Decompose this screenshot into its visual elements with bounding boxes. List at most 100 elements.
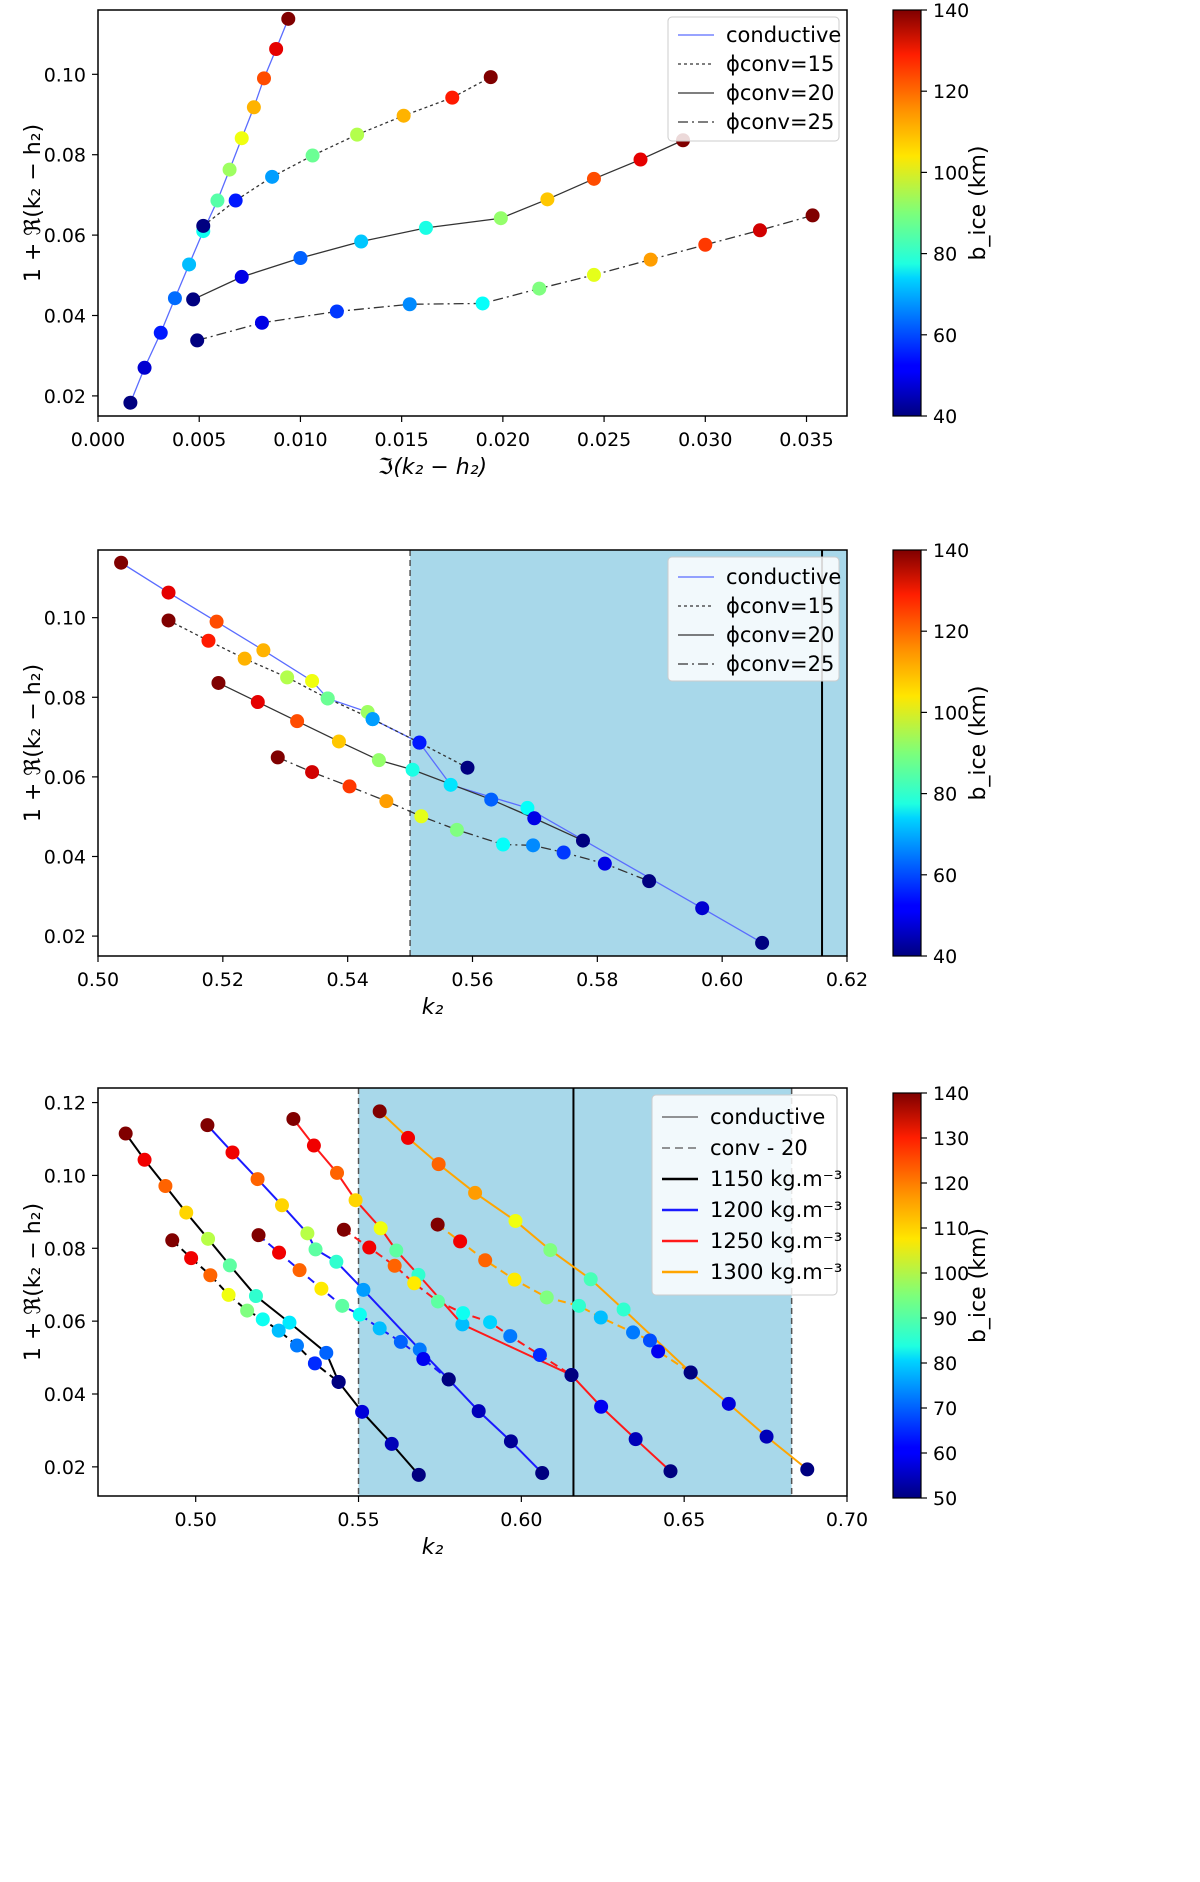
data-point — [475, 296, 490, 311]
y-tick-label: 0.02 — [44, 926, 86, 948]
data-point — [308, 1242, 323, 1257]
data-point — [405, 762, 420, 777]
x-tick-label: 0.58 — [576, 969, 618, 991]
data-point — [651, 1344, 666, 1359]
data-point — [389, 1243, 404, 1258]
data-point — [362, 1240, 377, 1255]
data-point — [471, 1404, 486, 1419]
colorbar-gradient — [892, 9, 922, 417]
data-point — [484, 792, 499, 807]
colorbar-tick-label: 40 — [933, 406, 957, 428]
x-axis-label: k₂ — [422, 995, 444, 1020]
y-tick-label: 0.06 — [44, 1311, 86, 1333]
data-point — [449, 822, 464, 837]
y-tick-label: 0.04 — [44, 846, 86, 868]
x-tick-label: 0.035 — [779, 429, 833, 451]
data-point — [281, 11, 296, 26]
legend-box — [651, 1094, 838, 1296]
x-tick-label: 0.52 — [202, 969, 244, 991]
legend-label: ϕconv=20 — [726, 81, 834, 105]
data-point — [387, 1258, 402, 1273]
data-point — [384, 1436, 399, 1451]
x-tick-label: 0.60 — [701, 969, 743, 991]
data-point — [319, 1345, 334, 1360]
data-point — [402, 297, 417, 312]
data-point — [372, 1104, 387, 1119]
colorbar-gradient — [892, 549, 922, 957]
x-tick-label: 0.70 — [826, 1509, 868, 1531]
data-point — [805, 208, 820, 223]
legend: conductive conv - 20 1150 kg.m⁻³ 1200 kg.m⁻… — [651, 1094, 842, 1296]
series-line-6 — [343, 1228, 573, 1376]
x-tick-label: 0.55 — [337, 1509, 379, 1531]
data-point — [698, 237, 713, 252]
data-point — [289, 1338, 304, 1353]
series-line-4 — [197, 214, 813, 342]
data-point — [246, 100, 261, 115]
data-point — [483, 1315, 498, 1330]
data-point — [320, 691, 335, 706]
data-point — [248, 1289, 263, 1304]
data-point — [508, 1213, 523, 1228]
data-point — [179, 1205, 194, 1220]
data-point — [520, 800, 535, 815]
data-point — [431, 1157, 446, 1172]
data-point — [225, 1145, 240, 1160]
y-tick-label: 0.04 — [44, 1384, 86, 1406]
data-point — [597, 856, 612, 871]
data-point — [507, 1272, 522, 1287]
data-point — [167, 291, 182, 306]
y-tick-label: 0.04 — [44, 306, 86, 328]
y-tick-label: 0.06 — [44, 767, 86, 789]
data-point — [683, 1365, 698, 1380]
data-point — [396, 108, 411, 123]
series-line-4 — [257, 1234, 450, 1381]
data-point — [254, 315, 269, 330]
plot-frame — [97, 1087, 848, 1497]
data-point — [329, 304, 344, 319]
data-point — [190, 333, 205, 348]
data-point — [280, 670, 295, 685]
data-point — [460, 760, 475, 775]
data-point — [201, 633, 216, 648]
x-tick-label: 0.030 — [678, 429, 732, 451]
x-tick-label: 0.54 — [327, 969, 369, 991]
data-point — [493, 211, 508, 226]
colorbar-tick-label: 40 — [933, 946, 957, 968]
data-point — [211, 675, 226, 690]
data-point — [539, 1290, 554, 1305]
colorbar-tick-label: 60 — [933, 865, 957, 887]
data-point — [305, 673, 320, 688]
colorbar-tick-label: 80 — [933, 1353, 957, 1375]
chart-panel-1: 0.000 0.005 0.010 0.015 0.020 0.025 0.030 0.035… — [21, 0, 991, 480]
data-point — [307, 1356, 322, 1371]
data-point — [123, 395, 138, 410]
colorbar-tick-label: 100 — [933, 702, 969, 724]
series-line-2 — [168, 619, 468, 769]
legend-label: conv - 20 — [710, 1136, 808, 1160]
colorbar-label: b_ice (km) — [966, 145, 991, 260]
colorbar-tick-label: 140 — [933, 0, 969, 22]
data-point — [616, 1302, 631, 1317]
data-point — [407, 1276, 422, 1291]
y-axis-label: 1 + ℜ(k₂ − h₂) — [21, 124, 46, 282]
data-point — [527, 811, 542, 826]
data-point — [292, 1263, 307, 1278]
y-axis-label: 1 + ℜ(k₂ − h₂) — [21, 1203, 46, 1361]
legend-box — [667, 16, 840, 142]
y-tick-label: 0.06 — [44, 225, 86, 247]
colorbar-tick-label: 90 — [933, 1308, 957, 1330]
x-tick-label: 0.025 — [577, 429, 631, 451]
data-point — [412, 735, 427, 750]
legend-label: ϕconv=25 — [726, 110, 834, 134]
y-axis-label: 1 + ℜ(k₂ − h₂) — [21, 664, 46, 822]
colorbar-label: b_ice (km) — [966, 1228, 991, 1343]
x-tick-label: 0.010 — [273, 429, 327, 451]
data-point — [153, 325, 168, 340]
data-point — [184, 1251, 199, 1266]
data-point — [355, 1404, 370, 1419]
data-point — [456, 1306, 471, 1321]
data-point — [274, 1198, 289, 1213]
legend-label: conductive — [726, 565, 841, 589]
data-point — [564, 1368, 579, 1383]
